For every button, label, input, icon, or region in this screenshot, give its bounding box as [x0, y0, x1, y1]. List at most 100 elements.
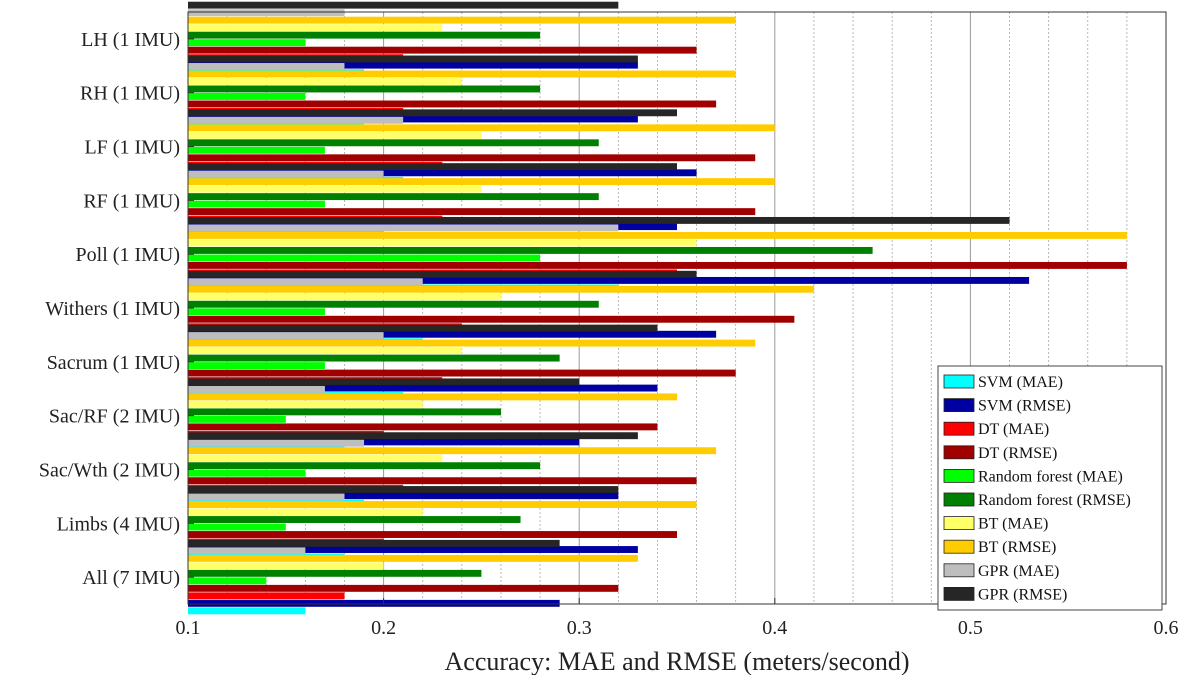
category-label: Sac/RF (2 IMU) [49, 406, 180, 428]
bar [188, 300, 599, 308]
bar [188, 393, 677, 401]
category-label: Sac/Wth (2 IMU) [39, 459, 180, 481]
bar [188, 577, 267, 585]
bar [188, 447, 717, 455]
bar [188, 16, 736, 24]
category-label: All (7 IMU) [82, 567, 180, 589]
bar [188, 278, 423, 286]
legend-entry: DT (RMSE) [978, 445, 1057, 462]
bar [188, 554, 638, 562]
category-label: LF (1 IMU) [84, 137, 180, 159]
legend-swatch [943, 374, 975, 389]
bar [188, 330, 717, 338]
bar [188, 516, 521, 523]
x-tick-label: 0.2 [371, 617, 396, 639]
bar [188, 146, 325, 154]
bar [188, 486, 619, 493]
bar [188, 607, 306, 615]
bar [188, 501, 697, 508]
legend-entry: GPR (MAE) [978, 563, 1059, 580]
bar [188, 115, 638, 123]
legend-entry: BT (MAE) [978, 516, 1048, 533]
bar [188, 61, 638, 69]
bar [188, 55, 638, 63]
bar [188, 369, 736, 377]
bar [188, 308, 325, 316]
bar [188, 592, 345, 600]
bar [188, 261, 1127, 269]
bar [188, 24, 443, 32]
bars [188, 1, 1127, 615]
bar [188, 362, 325, 370]
legend-entry: SVM (MAE) [978, 374, 1063, 391]
bar [188, 293, 501, 301]
bar [188, 332, 384, 340]
bar [188, 70, 736, 78]
category-label: Poll (1 IMU) [76, 244, 180, 266]
bar [188, 178, 775, 186]
x-axis-label: Accuracy: MAE and RMSE (meters/second) [445, 647, 910, 675]
category-label: Limbs (4 IMU) [57, 513, 180, 535]
bar [188, 163, 677, 171]
bar [188, 423, 658, 431]
bar [188, 239, 697, 247]
bar [188, 1, 619, 9]
category-label: RF (1 IMU) [83, 190, 180, 212]
category-label: Sacrum (1 IMU) [47, 352, 180, 374]
bar [188, 154, 756, 162]
bar [188, 39, 306, 47]
bar [188, 185, 482, 193]
bar [188, 462, 541, 470]
bar [188, 539, 560, 547]
bar [188, 270, 697, 278]
bar [188, 477, 697, 485]
bar [188, 324, 658, 332]
legend-entry: DT (MAE) [978, 421, 1049, 438]
bar [188, 439, 365, 447]
x-tick-label: 0.1 [176, 617, 201, 639]
bar [188, 523, 286, 531]
bar [188, 63, 345, 70]
legend-swatch [943, 516, 975, 530]
bar [188, 493, 345, 501]
bar [188, 131, 482, 139]
bar [188, 454, 443, 462]
bar [188, 347, 462, 355]
legend: SVM (MAE) SVM (RMSE) DT (MAE) DT (RMSE) Rand… [937, 365, 1163, 611]
bar [188, 438, 580, 446]
bar [188, 78, 462, 85]
legend-entry: BT (RMSE) [978, 539, 1056, 556]
bar [188, 216, 1010, 224]
bar [188, 385, 325, 393]
legend-entry: Random forest (RMSE) [978, 492, 1131, 509]
x-tick-label: 0.5 [958, 617, 983, 639]
bar [188, 193, 599, 201]
bar [188, 599, 560, 607]
bar [188, 100, 717, 108]
bar [188, 384, 658, 392]
bar [188, 408, 501, 416]
y-axis-categories: LH (1 IMU) RH (1 IMU) LF (1 IMU) RF (1 IMU)… [39, 29, 194, 589]
bar [188, 584, 619, 592]
bar [188, 546, 638, 553]
legend-swatch [943, 398, 975, 413]
bar [188, 116, 404, 124]
legend-entry: GPR (RMSE) [978, 586, 1067, 603]
bar [188, 85, 541, 93]
legend-swatch [943, 563, 975, 578]
x-tick-label: 0.4 [762, 617, 787, 639]
legend-swatch [943, 539, 975, 554]
category-label: LH (1 IMU) [81, 29, 180, 51]
bar [188, 562, 384, 570]
bar [188, 254, 541, 262]
bar [188, 315, 795, 323]
bar [188, 569, 482, 577]
bar [188, 547, 306, 555]
legend-swatch [943, 587, 975, 601]
bar [188, 531, 677, 538]
bar [188, 415, 286, 423]
bar [188, 378, 580, 386]
bar [188, 246, 873, 254]
bar [188, 432, 638, 440]
